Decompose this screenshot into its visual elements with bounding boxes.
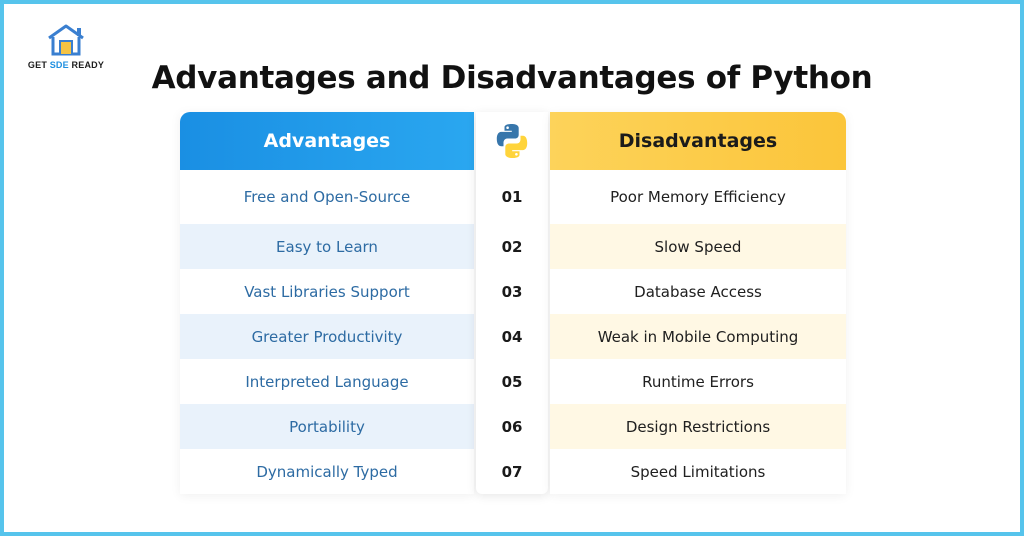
disadvantage-item: Poor Memory Efficiency bbox=[550, 170, 846, 224]
disadvantage-item: Weak in Mobile Computing bbox=[550, 314, 846, 359]
advantages-header: Advantages bbox=[180, 112, 474, 170]
advantage-item: Easy to Learn bbox=[180, 224, 474, 269]
disadvantages-header: Disadvantages bbox=[550, 112, 846, 170]
house-logo-icon bbox=[48, 24, 84, 56]
row-number: 02 bbox=[501, 237, 523, 256]
advantage-item: Interpreted Language bbox=[180, 359, 474, 404]
comparison-table: Advantages Free and Open-Source Easy to … bbox=[180, 112, 848, 494]
disadvantage-item: Slow Speed bbox=[550, 224, 846, 269]
brand-name: GET SDE READY bbox=[27, 60, 105, 70]
disadvantage-item: Speed Limitations bbox=[550, 449, 846, 494]
number-column: 01 02 03 04 05 06 07 bbox=[476, 112, 548, 494]
disadvantage-item: Design Restrictions bbox=[550, 404, 846, 449]
brand-logo: GET SDE READY bbox=[24, 22, 108, 76]
row-number: 05 bbox=[501, 372, 523, 391]
row-number: 01 bbox=[501, 188, 523, 206]
disadvantages-column: Disadvantages Poor Memory Efficiency Slo… bbox=[550, 112, 846, 494]
advantage-item: Free and Open-Source bbox=[180, 170, 474, 224]
python-logo-icon bbox=[476, 112, 548, 170]
row-number: 07 bbox=[501, 462, 523, 481]
row-number: 03 bbox=[501, 282, 523, 301]
row-number: 06 bbox=[501, 417, 523, 436]
advantages-column: Advantages Free and Open-Source Easy to … bbox=[180, 112, 474, 494]
page-title: Advantages and Disadvantages of Python bbox=[151, 60, 873, 96]
disadvantage-item: Runtime Errors bbox=[550, 359, 846, 404]
advantage-item: Greater Productivity bbox=[180, 314, 474, 359]
advantage-item: Portability bbox=[180, 404, 474, 449]
row-number: 04 bbox=[501, 327, 523, 346]
disadvantage-item: Database Access bbox=[550, 269, 846, 314]
advantage-item: Vast Libraries Support bbox=[180, 269, 474, 314]
advantage-item: Dynamically Typed bbox=[180, 449, 474, 494]
